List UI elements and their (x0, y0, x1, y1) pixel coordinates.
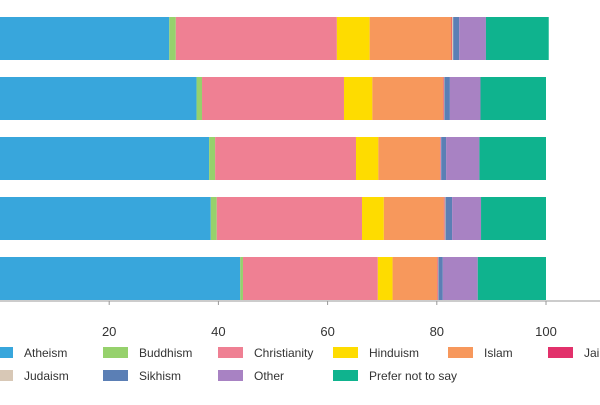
legend-swatch (448, 347, 473, 358)
legend-label: Hinduism (369, 346, 419, 360)
legend-swatch (0, 347, 13, 358)
bar-segment-sikhism-2 (444, 77, 450, 120)
bar-segment-christianity-3 (215, 137, 356, 180)
legend-item-judaism: Judaism (0, 369, 69, 383)
bar-segment-sikhism-3 (441, 137, 447, 180)
bar-segment-prefer-not-to-say-3 (479, 137, 546, 180)
bar-segment-atheism-3 (0, 137, 210, 180)
legend-item-hinduism: Hinduism (333, 346, 419, 360)
legend-label: Prefer not to say (369, 369, 457, 383)
legend-label: Atheism (24, 346, 67, 360)
bar-segment-christianity-1 (175, 17, 337, 60)
bar-segment-other-3 (446, 137, 480, 180)
legend-label: Christianity (254, 346, 313, 360)
x-axis: 20 40 60 80 100 (0, 300, 600, 339)
bar-segment-prefer-not-to-say-2 (480, 77, 546, 120)
bar-segment-hinduism-4 (362, 197, 384, 240)
bar-segment-judaism-5 (437, 257, 439, 300)
bar-segment-jainism-4 (443, 197, 445, 240)
bar-segment-islam-2 (372, 77, 444, 120)
bar-segment-sikhism-1 (453, 17, 460, 60)
legend: Atheism Buddhism Christianity Hinduism Islam… (0, 346, 600, 383)
bar-segment-islam-4 (383, 197, 444, 240)
bar-segment-islam-1 (369, 17, 452, 60)
bar-segment-christianity-5 (242, 257, 378, 300)
legend-item-other: Other (218, 369, 284, 383)
bar-row-2 (0, 77, 546, 120)
bar-segment-sikhism-5 (438, 257, 443, 300)
bar-segment-judaism-2 (443, 77, 445, 120)
bar-segment-atheism-1 (0, 17, 170, 60)
legend-swatch (333, 370, 358, 381)
bar-segment-buddhism-1 (169, 17, 176, 60)
bar-segment-islam-5 (392, 257, 438, 300)
bar-segment-hinduism-3 (355, 137, 379, 180)
legend-label: Islam (484, 346, 513, 360)
bar-segment-other-2 (449, 77, 481, 120)
legend-item-buddhism: Buddhism (103, 346, 192, 360)
bar-segment-prefer-not-to-say-5 (477, 257, 546, 300)
bar-row-4 (0, 197, 546, 240)
bar-segment-atheism-5 (0, 257, 241, 300)
bar-segment-hinduism-2 (343, 77, 373, 120)
bar-row-1 (0, 17, 549, 60)
bar-row-5 (0, 257, 546, 300)
bar-segment-jainism-3 (440, 137, 441, 180)
x-tick-label-60: 60 (320, 324, 334, 339)
bar-segment-jainism-5 (437, 257, 438, 300)
bar-segment-judaism-1 (452, 17, 454, 60)
bar-segment-judaism-3 (440, 137, 442, 180)
legend-swatch (103, 370, 128, 381)
bar-row-3 (0, 137, 546, 180)
legend-swatch (0, 370, 13, 381)
bar-segment-buddhism-5 (240, 257, 243, 300)
bar-segment-buddhism-4 (210, 197, 217, 240)
legend-label: Judaism (24, 369, 69, 383)
x-tick-label-40: 40 (211, 324, 225, 339)
legend-item-jainism: Jainism (548, 346, 600, 360)
legend-swatch (218, 347, 243, 358)
bar-segment-atheism-4 (0, 197, 211, 240)
legend-label: Sikhism (139, 369, 181, 383)
bar-segment-jainism-1 (451, 17, 453, 60)
legend-item-atheism: Atheism (0, 346, 67, 360)
bar-segment-jainism-2 (443, 77, 444, 120)
legend-item-christianity: Christianity (218, 346, 313, 360)
bar-segment-other-5 (442, 257, 478, 300)
x-tick-label-20: 20 (102, 324, 116, 339)
bar-segment-judaism-4 (444, 197, 446, 240)
bar-segment-atheism-2 (0, 77, 197, 120)
legend-label: Jainism (584, 346, 600, 360)
legend-swatch (218, 370, 243, 381)
bar-segment-prefer-not-to-say-4 (481, 197, 546, 240)
legend-label: Other (254, 369, 284, 383)
legend-item-prefer-not-to-say: Prefer not to say (333, 369, 457, 383)
bar-segment-christianity-4 (216, 197, 362, 240)
bar-segment-buddhism-3 (209, 137, 216, 180)
legend-swatch (103, 347, 128, 358)
bars-layer (0, 17, 549, 300)
bar-segment-hinduism-1 (336, 17, 370, 60)
bar-segment-hinduism-5 (377, 257, 393, 300)
legend-swatch (333, 347, 358, 358)
bar-segment-christianity-2 (202, 77, 344, 120)
bar-segment-prefer-not-to-say-1 (485, 17, 549, 60)
x-tick-label-80: 80 (430, 324, 444, 339)
legend-item-islam: Islam (448, 346, 513, 360)
legend-label: Buddhism (139, 346, 192, 360)
x-tick-label-100: 100 (535, 324, 557, 339)
bar-segment-other-4 (452, 197, 482, 240)
bar-segment-other-1 (459, 17, 486, 60)
bar-segment-buddhism-2 (196, 77, 203, 120)
legend-swatch (548, 347, 573, 358)
bar-segment-sikhism-4 (445, 197, 453, 240)
legend-item-sikhism: Sikhism (103, 369, 181, 383)
bar-segment-islam-3 (378, 137, 441, 180)
